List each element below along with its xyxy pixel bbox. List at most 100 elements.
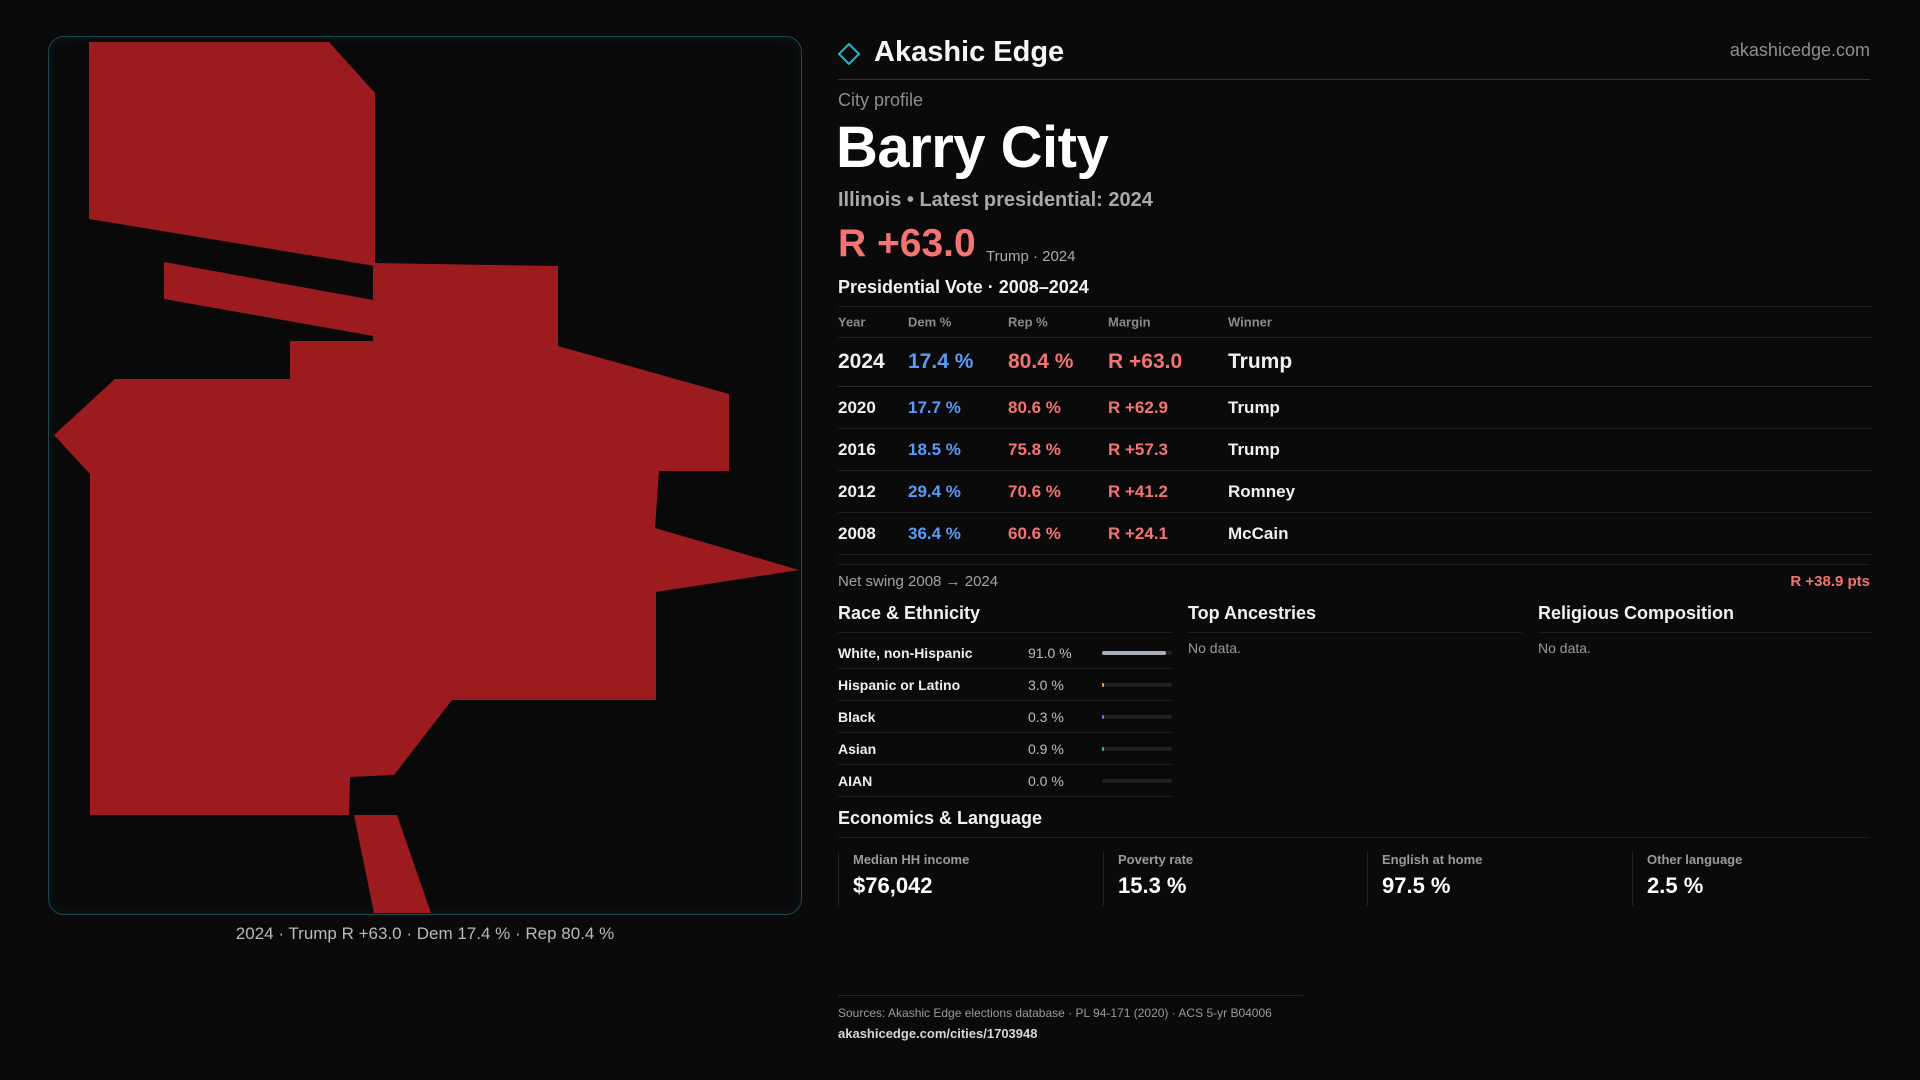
stat-value: $76,042: [853, 873, 933, 898]
map-parcel-sliver: [164, 262, 373, 336]
list-item: Black 0.3 %: [838, 701, 1172, 733]
map-caption: 2024 · Trump R +63.0 · Dem 17.4 % · Rep …: [235, 924, 615, 943]
race-bar: [1102, 651, 1172, 655]
race-label: Asian: [838, 740, 877, 757]
column-header-margin: Margin: [1108, 314, 1151, 330]
table-row: 2020 17.7 % 80.6 % R +62.9 Trump: [838, 387, 1872, 429]
cell-margin: R +57.3: [1108, 439, 1169, 459]
race-percent: 0.3 %: [1028, 708, 1064, 725]
stat-english-at-home: English at home 97.5 %: [1367, 852, 1482, 906]
net-swing-label: Net swing 2008 → 2024: [838, 573, 999, 590]
headline-winner: Trump · 2024: [986, 248, 1076, 265]
sources-text: Sources: Akashic Edge elections database…: [838, 1006, 1272, 1020]
swing-divider: [838, 564, 1870, 565]
cell-year: 2024: [838, 350, 885, 373]
column-header-year: Year: [838, 314, 866, 330]
stat-value: 2.5 %: [1647, 873, 1704, 898]
economics-divider: [838, 837, 1870, 838]
cell-winner: Trump: [1228, 397, 1280, 417]
profile-subline: Illinois • Latest presidential: 2024: [838, 189, 1153, 211]
race-percent: 0.0 %: [1028, 772, 1064, 789]
race-bar-fill: [1102, 747, 1104, 751]
stat-value: 15.3 %: [1118, 873, 1187, 898]
cell-rep: 70.6 %: [1008, 481, 1061, 501]
cell-winner: McCain: [1228, 523, 1289, 543]
cell-winner: Romney: [1228, 481, 1296, 501]
vote-table-header: Year Dem % Rep % Margin Winner: [838, 307, 1872, 338]
list-item: Asian 0.9 %: [838, 733, 1172, 765]
list-item: AIAN 0.0 %: [838, 765, 1172, 797]
column-header-winner: Winner: [1228, 314, 1272, 330]
cell-rep: 80.4 %: [1008, 350, 1074, 373]
header-divider: [838, 79, 1870, 80]
vote-table-top-rule: [838, 306, 1872, 307]
cell-rep: 75.8 %: [1008, 439, 1061, 459]
cell-winner: Trump: [1228, 439, 1280, 459]
race-bar: [1102, 683, 1172, 687]
race-bar: [1102, 715, 1172, 719]
footer-divider: [838, 995, 1303, 996]
race-divider: [838, 632, 1172, 633]
religion-divider: [1538, 632, 1872, 633]
race-bar-fill: [1102, 715, 1104, 719]
ancestry-divider: [1188, 632, 1522, 633]
diamond-logo-icon: [838, 43, 860, 65]
economics-section-title: Economics & Language: [838, 808, 1043, 828]
map-parcel-north: [89, 42, 375, 266]
cell-year: 2008: [838, 523, 876, 543]
stat-value: 97.5 %: [1382, 873, 1451, 898]
stat-label: English at home: [1382, 852, 1483, 867]
page-url-link[interactable]: akashicedge.com/cities/1703948: [838, 1026, 1038, 1041]
race-percent: 91.0 %: [1028, 644, 1072, 661]
cell-year: 2012: [838, 481, 876, 501]
page-title: Barry City: [836, 115, 1109, 180]
brand-name: Akashic Edge: [874, 35, 1065, 68]
race-percent: 3.0 %: [1028, 676, 1064, 693]
stat-poverty-rate: Poverty rate 15.3 %: [1103, 852, 1193, 906]
vote-table: Year Dem % Rep % Margin Winner 2024 17.4…: [838, 306, 1872, 555]
ancestry-section-title: Top Ancestries: [1188, 603, 1317, 623]
profile-eyebrow: City profile: [838, 90, 924, 110]
stat-median-income: Median HH income $76,042: [838, 852, 969, 906]
religion-section-title: Religious Composition: [1538, 603, 1734, 623]
cell-margin: R +63.0: [1108, 350, 1183, 373]
cell-dem: 17.7 %: [908, 397, 961, 417]
table-row: 2024 17.4 % 80.4 % R +63.0 Trump: [838, 338, 1872, 387]
race-bar: [1102, 747, 1172, 751]
ancestry-empty-text: No data.: [1188, 640, 1241, 656]
table-row: 2008 36.4 % 60.6 % R +24.1 McCain: [838, 513, 1872, 555]
cell-dem: 36.4 %: [908, 523, 961, 543]
stat-label: Median HH income: [853, 852, 970, 867]
race-bar-fill: [1102, 683, 1105, 687]
cell-dem: 18.5 %: [908, 439, 961, 459]
site-url-link[interactable]: akashicedge.com: [1729, 40, 1870, 60]
race-percent: 0.9 %: [1028, 740, 1064, 757]
list-item: White, non-Hispanic 91.0 %: [838, 637, 1172, 669]
race-label: Black: [838, 708, 876, 725]
table-row: 2012 29.4 % 70.6 % R +41.2 Romney: [838, 471, 1872, 513]
city-map-panel[interactable]: [48, 36, 802, 915]
map-parcel-south: [354, 815, 431, 913]
cell-year: 2016: [838, 439, 876, 459]
religion-empty-text: No data.: [1538, 640, 1591, 656]
race-label: White, non-Hispanic: [838, 644, 973, 661]
column-header-dem: Dem %: [908, 314, 952, 330]
brand[interactable]: Akashic Edge: [838, 32, 1064, 72]
vote-section-title: Presidential Vote · 2008–2024: [838, 277, 1089, 297]
net-swing-value: R +38.9 pts: [1790, 573, 1870, 590]
map-city-main: [54, 263, 799, 815]
cell-year: 2020: [838, 397, 876, 417]
cell-rep: 60.6 %: [1008, 523, 1061, 543]
race-section-title: Race & Ethnicity: [838, 603, 981, 623]
city-boundary-map: [54, 42, 799, 913]
cell-margin: R +62.9: [1108, 397, 1169, 417]
stat-other-language: Other language 2.5 %: [1632, 852, 1742, 906]
column-header-rep: Rep %: [1008, 314, 1048, 330]
race-label: Hispanic or Latino: [838, 676, 961, 693]
race-bar-fill: [1102, 651, 1166, 655]
cell-rep: 80.6 %: [1008, 397, 1061, 417]
race-label: AIAN: [838, 772, 873, 789]
race-bar: [1102, 779, 1172, 783]
list-item: Hispanic or Latino 3.0 %: [838, 669, 1172, 701]
cell-margin: R +24.1: [1108, 523, 1169, 543]
